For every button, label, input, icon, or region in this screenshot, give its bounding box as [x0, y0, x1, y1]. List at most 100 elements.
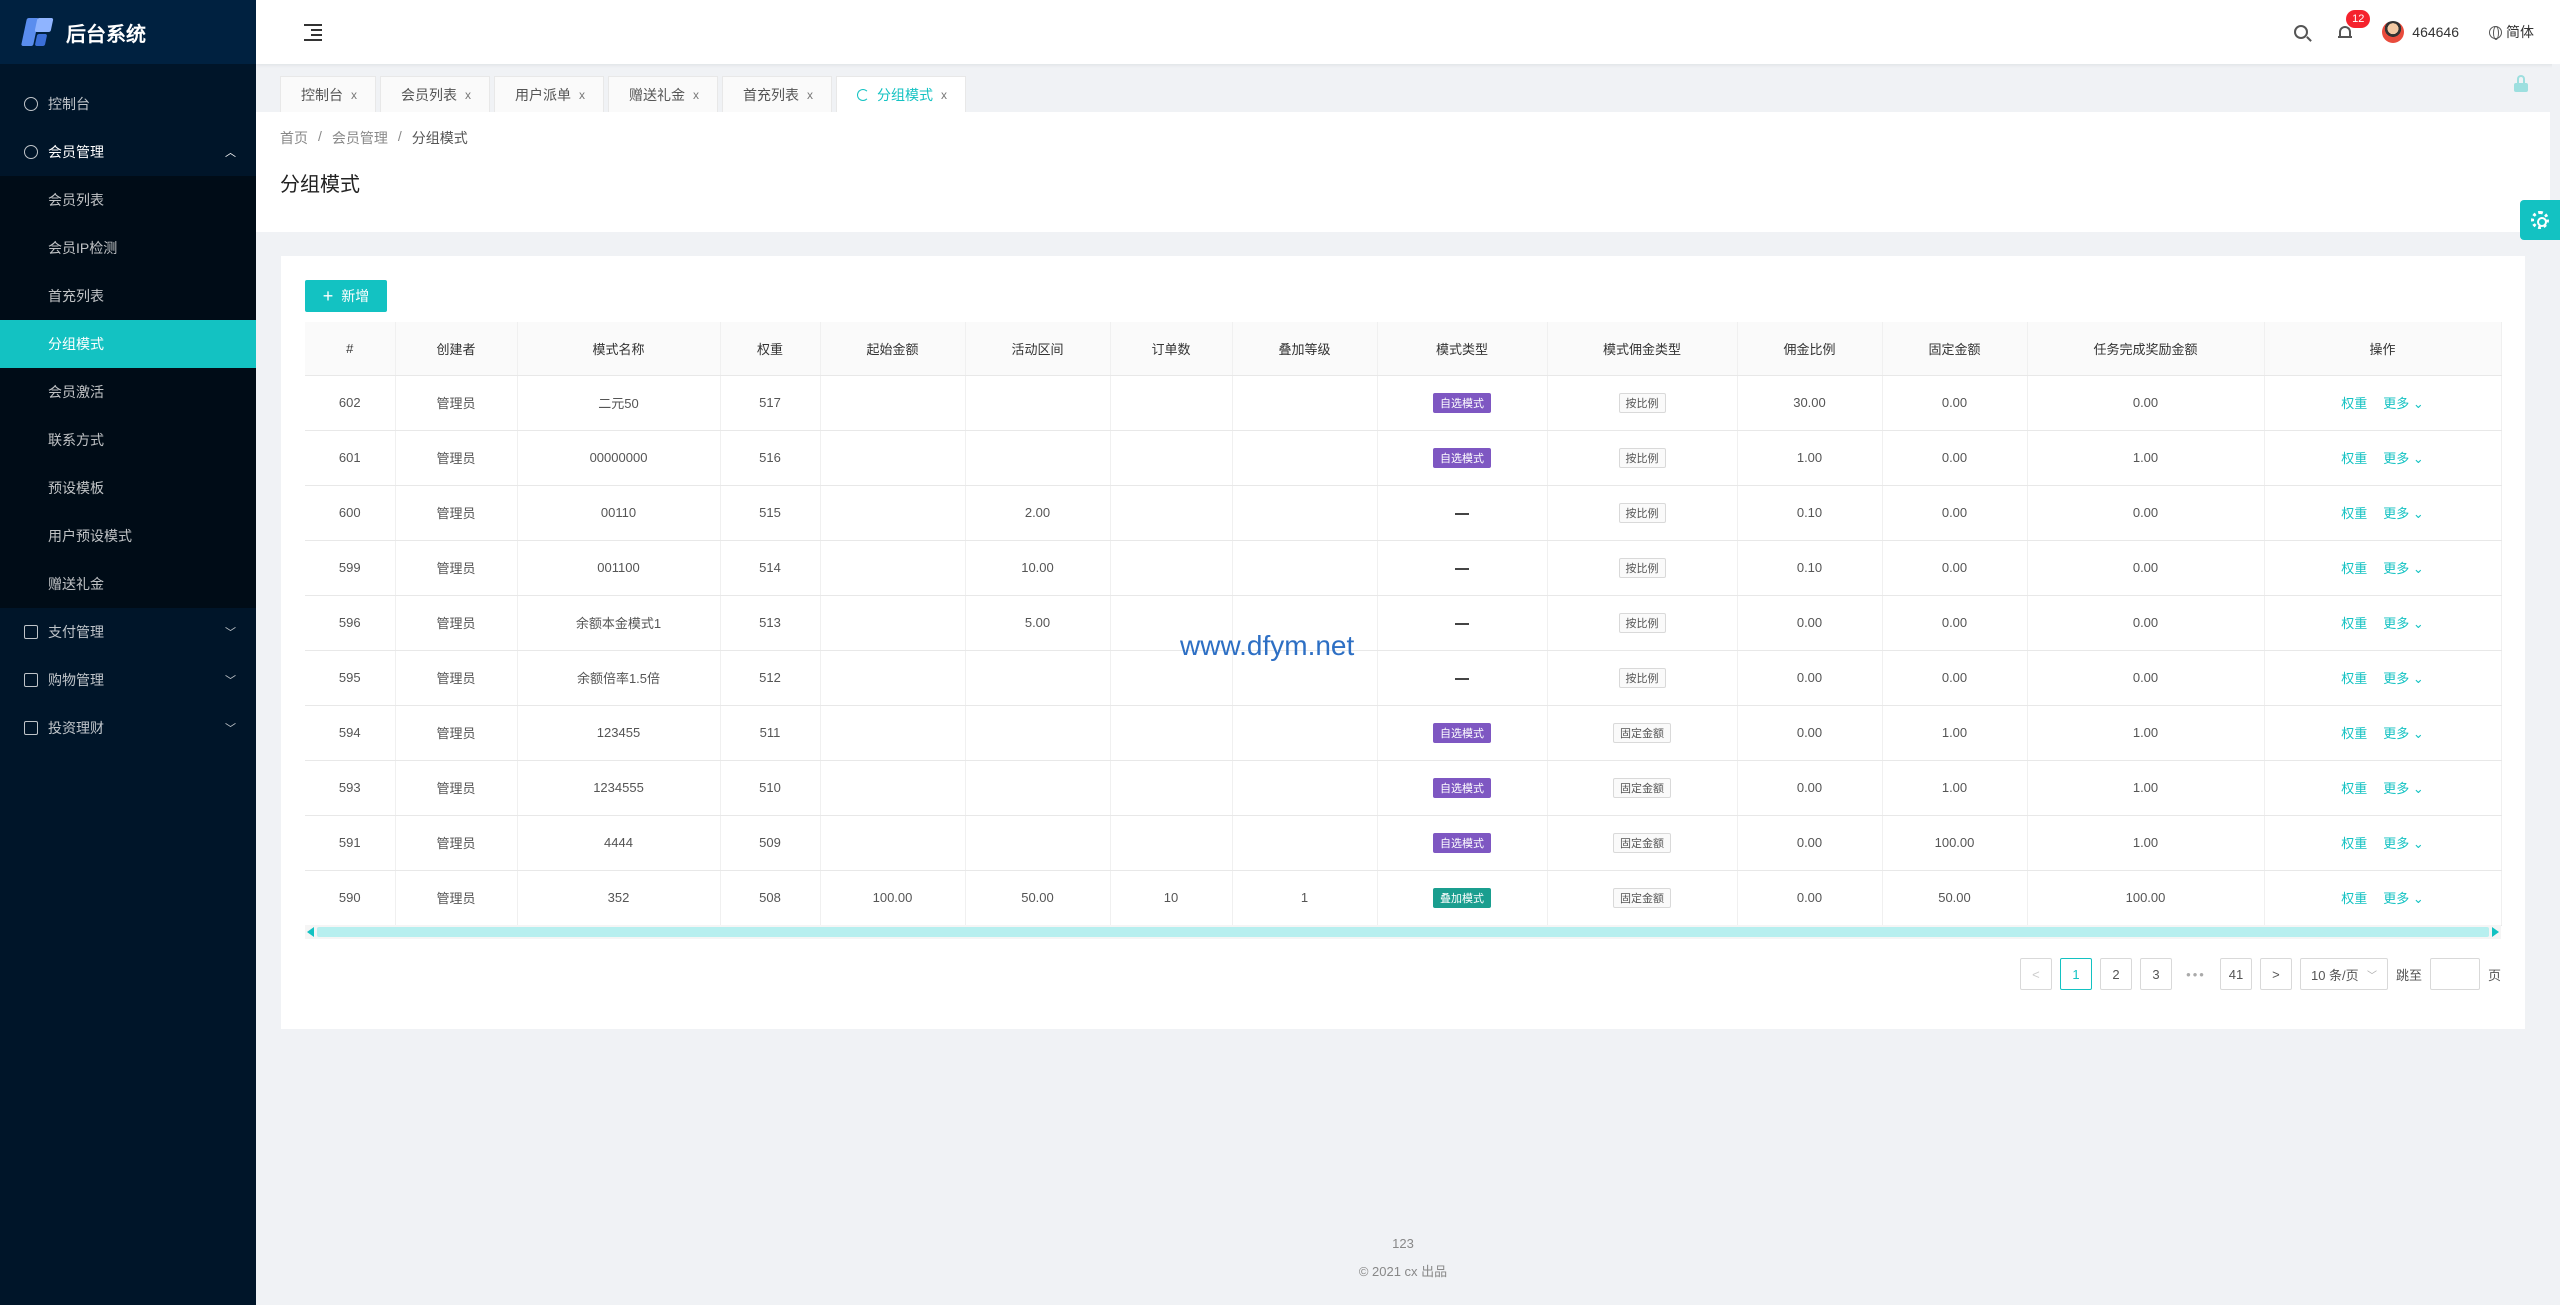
- weight-link[interactable]: 权重: [2341, 561, 2368, 576]
- table-cell: 管理员: [395, 760, 518, 816]
- add-button[interactable]: + 新增: [305, 280, 387, 312]
- commission-type-tag: 固定金额: [1613, 722, 1671, 743]
- settings-button[interactable]: [2520, 200, 2560, 240]
- avatar: [2382, 21, 2405, 43]
- horizontal-scrollbar[interactable]: [305, 925, 2501, 939]
- bell-icon[interactable]: 12: [2338, 10, 2371, 40]
- more-dropdown[interactable]: 更多 ⌄: [2383, 561, 2424, 576]
- more-dropdown[interactable]: 更多 ⌄: [2383, 891, 2424, 906]
- tab-label: 分组模式: [877, 86, 933, 103]
- page-scrollbar[interactable]: [2552, 64, 2560, 1305]
- scroll-right-icon[interactable]: [2492, 927, 2499, 937]
- table-cell: [1377, 540, 1548, 596]
- weight-link[interactable]: 权重: [2341, 726, 2368, 741]
- sidebar-subitem-first-recharge[interactable]: 首充列表: [48, 288, 104, 304]
- weight-link[interactable]: 权重: [2341, 671, 2368, 686]
- user-menu[interactable]: 464646: [2382, 21, 2459, 43]
- table-cell: 1.00: [2027, 430, 2265, 486]
- table-cell: 二元50: [517, 375, 721, 431]
- sidebar-item-label: 购物管理: [48, 672, 104, 688]
- weight-link[interactable]: 权重: [2341, 506, 2368, 521]
- table-row: 596 管理员 余额本金模式1 513 5.00 按比例 0.00 0.00 0.00 权重 更多 …: [305, 595, 2502, 651]
- scroll-left-icon[interactable]: [307, 927, 314, 937]
- table-cell: 50.00: [965, 870, 1111, 926]
- sidebar-subitem-member-list[interactable]: 会员列表: [48, 192, 104, 208]
- page-ellipsis[interactable]: •••: [2186, 966, 2206, 982]
- menu-fold-icon[interactable]: [304, 24, 322, 41]
- scrollbar-thumb[interactable]: [317, 927, 2489, 937]
- search-icon[interactable]: [2294, 25, 2309, 39]
- sidebar-subitem-contact[interactable]: 联系方式: [48, 432, 104, 448]
- weight-link[interactable]: 权重: [2341, 451, 2368, 466]
- page-3[interactable]: 3: [2139, 958, 2172, 990]
- page-2[interactable]: 2: [2099, 958, 2132, 990]
- table-cell: 自选模式: [1377, 815, 1548, 871]
- tab-dashboard[interactable]: 控制台 x: [280, 76, 376, 112]
- close-icon[interactable]: x: [941, 87, 947, 102]
- table-cell: 1.00: [2027, 815, 2265, 871]
- close-icon[interactable]: x: [579, 87, 585, 102]
- weight-link[interactable]: 权重: [2341, 781, 2368, 796]
- sidebar-subitem-preset-template[interactable]: 预设模板: [48, 480, 104, 496]
- actions-cell: 权重 更多 ⌄: [2264, 760, 2502, 816]
- lock-icon[interactable]: [2514, 75, 2528, 92]
- close-icon[interactable]: x: [465, 87, 471, 102]
- table-cell: 593: [305, 760, 396, 816]
- table-cell: [820, 540, 966, 596]
- page-1[interactable]: 1: [2059, 958, 2092, 990]
- empty-dash: [1455, 677, 1469, 680]
- more-dropdown[interactable]: 更多 ⌄: [2383, 396, 2424, 411]
- commission-type-tag: 固定金额: [1613, 887, 1671, 908]
- jump-page-input[interactable]: [2429, 958, 2480, 990]
- more-dropdown[interactable]: 更多 ⌄: [2383, 506, 2424, 521]
- sidebar-item-invest[interactable]: 投资理财 ﹀: [0, 704, 256, 752]
- weight-link[interactable]: 权重: [2341, 836, 2368, 851]
- sidebar-subitem-member-ip-check[interactable]: 会员IP检测: [48, 240, 118, 256]
- more-dropdown[interactable]: 更多 ⌄: [2383, 616, 2424, 631]
- table-row: 602 管理员 二元50 517 自选模式 按比例 30.00 0.00 0.00 权重 更多 ⌄: [305, 375, 2502, 431]
- breadcrumb: 首页 / 会员管理 / 分组模式: [280, 128, 2526, 148]
- table-cell: 管理员: [395, 815, 518, 871]
- sidebar-item-member-management[interactable]: 会员管理 ︿: [0, 128, 256, 176]
- language-switcher[interactable]: 简体: [2489, 22, 2534, 42]
- weight-link[interactable]: 权重: [2341, 616, 2368, 631]
- sidebar-subitem-group-mode[interactable]: 分组模式: [0, 320, 256, 368]
- commission-type-tag: 按比例: [1618, 392, 1666, 413]
- page-last[interactable]: 41: [2219, 958, 2252, 990]
- close-icon[interactable]: x: [693, 87, 699, 102]
- sidebar-item-payment[interactable]: 支付管理 ﹀: [0, 608, 256, 656]
- tab-member-list[interactable]: 会员列表 x: [380, 76, 490, 112]
- table-cell: 600: [305, 485, 396, 541]
- tab-group-mode[interactable]: 分组模式 x: [836, 76, 966, 112]
- prev-page-button[interactable]: <: [2019, 958, 2052, 990]
- more-dropdown[interactable]: 更多 ⌄: [2383, 781, 2424, 796]
- table-cell: 固定金额: [1547, 760, 1738, 816]
- more-dropdown[interactable]: 更多 ⌄: [2383, 671, 2424, 686]
- close-icon[interactable]: x: [807, 87, 813, 102]
- table-cell: [965, 760, 1111, 816]
- next-page-button[interactable]: >: [2259, 958, 2292, 990]
- weight-link[interactable]: 权重: [2341, 891, 2368, 906]
- more-dropdown[interactable]: 更多 ⌄: [2383, 726, 2424, 741]
- sidebar-item-dashboard[interactable]: 控制台: [0, 80, 256, 128]
- sidebar-item-shopping[interactable]: 购物管理 ﹀: [0, 656, 256, 704]
- sidebar-subitem-member-activation[interactable]: 会员激活: [48, 384, 104, 400]
- tab-user-dispatch[interactable]: 用户派单 x: [494, 76, 604, 112]
- close-icon[interactable]: x: [351, 87, 357, 102]
- more-dropdown[interactable]: 更多 ⌄: [2383, 451, 2424, 466]
- sidebar-subitem-user-preset-mode[interactable]: 用户预设模式: [48, 528, 132, 544]
- breadcrumb-home[interactable]: 首页: [280, 130, 308, 146]
- more-dropdown[interactable]: 更多 ⌄: [2383, 836, 2424, 851]
- reload-icon[interactable]: [857, 88, 869, 101]
- commission-type-tag: 按比例: [1618, 667, 1666, 688]
- sidebar-subitem-gift-money[interactable]: 赠送礼金: [48, 576, 104, 592]
- tab-first-recharge[interactable]: 首充列表 x: [722, 76, 832, 112]
- table-row: 599 管理员 001100 514 10.00 按比例 0.10 0.00 0.00 权重 更多 …: [305, 540, 2502, 596]
- page-size-select[interactable]: 10 条/页 ﹀: [2299, 958, 2388, 990]
- tab-gift-money[interactable]: 赠送礼金 x: [608, 76, 718, 112]
- actions-cell: 权重 更多 ⌄: [2264, 650, 2502, 706]
- logo[interactable]: 后台系统: [0, 0, 256, 64]
- weight-link[interactable]: 权重: [2341, 396, 2368, 411]
- chevron-up-icon: ︿: [225, 147, 236, 159]
- breadcrumb-member-management[interactable]: 会员管理: [331, 130, 388, 146]
